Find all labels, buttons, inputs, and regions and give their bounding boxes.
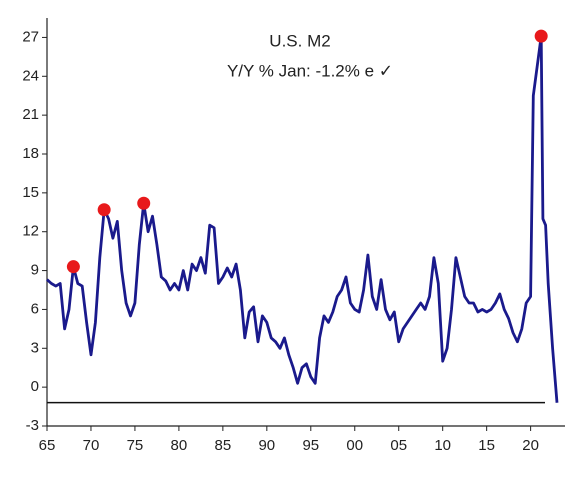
data-line — [46, 34, 559, 403]
highlight-dot — [534, 29, 548, 43]
y-tick-label: 3 — [31, 339, 39, 356]
y-tick-label: 18 — [22, 145, 39, 162]
y-tick-label: 21 — [22, 106, 39, 123]
highlight-dot — [66, 260, 80, 274]
y-tick-label: 12 — [22, 223, 39, 240]
chart-subtitle: Y/Y % Jan: -1.2% e ✓ — [227, 61, 393, 80]
x-tick-label: 15 — [478, 437, 495, 454]
x-tick-label: 85 — [215, 437, 232, 454]
x-tick-label: 70 — [83, 437, 100, 454]
x-tick-label: 00 — [346, 437, 363, 454]
highlight-dot — [137, 196, 151, 210]
y-tick-label: 15 — [22, 184, 39, 201]
y-tick-label: 9 — [31, 262, 39, 279]
highlight-dot — [97, 203, 111, 217]
x-tick-label: 95 — [302, 437, 319, 454]
y-tick-label: 24 — [22, 67, 39, 84]
y-tick-label: -3 — [26, 417, 39, 434]
x-tick-label: 80 — [171, 437, 188, 454]
y-tick-label: 0 — [31, 378, 39, 395]
y-tick-label: 6 — [31, 300, 39, 317]
x-tick-label: 10 — [434, 437, 451, 454]
x-tick-label: 05 — [390, 437, 407, 454]
x-tick-label: 90 — [258, 437, 275, 454]
y-tick-label: 27 — [22, 28, 39, 45]
chart-title: U.S. M2 — [269, 31, 330, 50]
x-tick-label: 20 — [522, 437, 539, 454]
x-tick-label: 75 — [127, 437, 144, 454]
x-tick-label: 65 — [39, 437, 56, 454]
